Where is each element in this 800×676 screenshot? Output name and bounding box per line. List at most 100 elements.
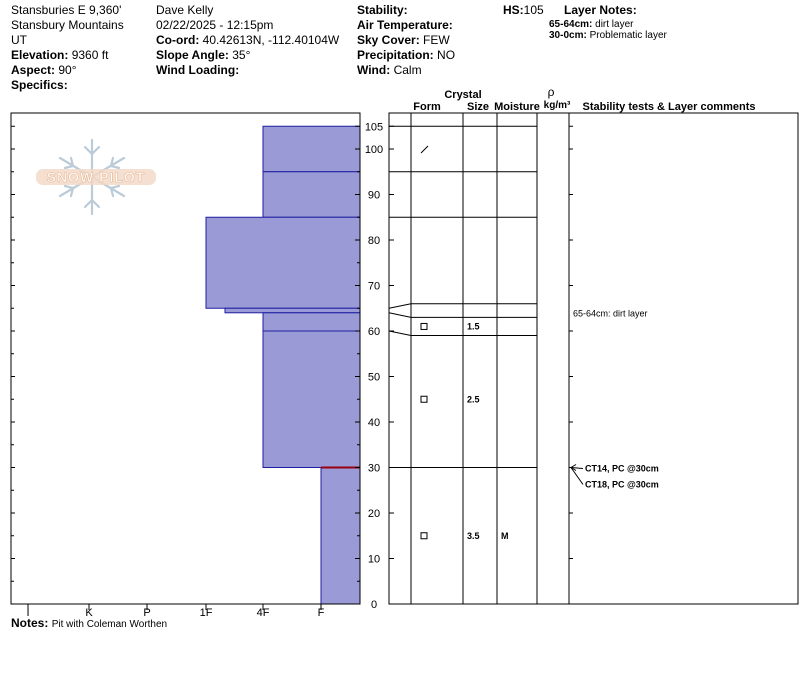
aspect-label: Aspect: <box>11 63 56 77</box>
hardness-label-P: P <box>143 607 150 619</box>
air-temp-label: Air Temperature: <box>357 18 453 32</box>
layer-bar-7 <box>320 467 361 605</box>
stability-test-1: CT14, PC @30cm <box>585 464 659 474</box>
layer-bar-5 <box>262 312 361 332</box>
air-temp-row: Air Temperature: <box>357 18 455 33</box>
crystal-header: Crystal <box>444 89 481 101</box>
wind-loading-row: Wind Loading: <box>156 63 339 78</box>
layer-table: 1.5 2.5 3.5 M 65-64cm: dirt layer CT14, PC @3… <box>388 125 659 541</box>
precip-value: NO <box>437 48 456 62</box>
height-tick-label-30: 30 <box>368 463 380 475</box>
height-tick-label-0: 0 <box>371 599 377 611</box>
plot-frames <box>10 112 799 605</box>
elevation-value: 9360 ft <box>71 48 109 62</box>
hardness-label-K: K <box>85 607 93 619</box>
location: Stansburies E 9,360' <box>11 3 122 17</box>
density-header: kg/m³ <box>544 100 571 111</box>
layer-note-1-range: 65-64cm: <box>549 19 593 30</box>
height-tick-label-105: 105 <box>365 121 383 133</box>
boundary-connector-4 <box>388 303 412 309</box>
layer-bar-3 <box>205 216 361 309</box>
aspect-row: Aspect: 90° <box>11 63 124 78</box>
slope-value: 35° <box>232 48 251 62</box>
mountain-range: Stansbury Mountains <box>11 18 124 32</box>
hs-label: HS: <box>503 3 524 17</box>
stability-test-arrow-2 <box>570 467 584 485</box>
comments-header: Stability tests & Layer comments <box>582 101 755 113</box>
notes-label: Notes: <box>11 616 49 630</box>
faceted-crystal-icon <box>420 532 428 540</box>
header-col-conditions: Stability: Air Temperature: Sky Cover: F… <box>357 3 455 78</box>
precip-row: Precipitation: NO <box>357 48 455 63</box>
arrow-head-icon <box>570 464 577 471</box>
stability-test-arrow-1 <box>570 467 584 469</box>
layer-bar-4 <box>224 307 361 314</box>
coord-label: Co-ord: <box>156 33 200 47</box>
wind-row: Wind: Calm <box>357 63 455 78</box>
logo-text: SNOW PILOT <box>47 169 146 185</box>
aspect-value: 90° <box>58 63 77 77</box>
sky-value: FEW <box>423 33 450 47</box>
snowpilot-logo: SNOW PILOT <box>36 138 156 216</box>
precip-label: Precipitation: <box>357 48 434 62</box>
notes-row: Notes: Pit with Coleman Worthen <box>11 616 167 631</box>
boundary-connector-6 <box>388 330 412 337</box>
stability-test-2: CT18, PC @30cm <box>585 480 659 490</box>
height-tick-label-50: 50 <box>368 372 380 384</box>
crystal-size-3: 2.5 <box>467 394 480 404</box>
boundary-connector-5 <box>388 312 412 318</box>
observer: Dave Kelly <box>156 3 214 17</box>
height-tick-label-60: 60 <box>368 326 380 338</box>
hardness-layers <box>205 125 361 605</box>
height-tick-label-10: 10 <box>368 554 380 566</box>
wind-value: Calm <box>393 63 422 77</box>
axes: 0 10 20 30 40 50 60 70 80 90 100 105 I K P 1F 4F F <box>11 121 573 619</box>
hs-row: HS:105 <box>503 3 544 18</box>
layer-note-2-text: Problematic layer <box>589 30 667 41</box>
height-tick-label-20: 20 <box>368 508 380 520</box>
hardness-label-1F: 1F <box>200 607 213 619</box>
height-tick-label-70: 70 <box>368 281 380 293</box>
slope-label: Slope Angle: <box>156 48 229 62</box>
crystal-size-2: 1.5 <box>467 321 480 331</box>
faceted-crystal-icon <box>420 322 428 330</box>
hs-value: 105 <box>523 3 544 17</box>
precipitation-particles-icon <box>420 145 429 154</box>
coord-value: 40.42613N, -112.40104W <box>202 33 340 47</box>
coord-row: Co-ord: 40.42613N, -112.40104W <box>156 33 339 48</box>
sky-label: Sky Cover: <box>357 33 420 47</box>
layer-note-2: 30-0cm: Problematic layer <box>549 30 667 41</box>
hardness-label-I: I <box>26 607 29 619</box>
specifics-row: Specifics: <box>11 78 124 93</box>
header-col-observer: Dave Kelly 02/22/2025 - 12:15pm Co-ord: … <box>156 3 339 78</box>
specifics-label: Specifics: <box>11 78 68 92</box>
height-tick-label-90: 90 <box>368 190 380 202</box>
height-tick-label-100: 100 <box>365 144 383 156</box>
hardness-label-4F: 4F <box>257 607 270 619</box>
stability-label: Stability: <box>357 3 408 17</box>
elevation-label: Elevation: <box>11 48 69 62</box>
elevation-row: Elevation: 9360 ft <box>11 48 124 63</box>
layer-bar-2 <box>262 171 361 218</box>
faceted-crystal-icon <box>420 395 428 403</box>
form-header: Form <box>413 101 441 113</box>
header-col-location: Stansburies E 9,360' Stansbury Mountains… <box>11 3 124 93</box>
datetime: 02/22/2025 - 12:15pm <box>156 18 274 32</box>
crystal-moisture-4: M <box>501 531 509 541</box>
wind-loading-label: Wind Loading: <box>156 63 240 77</box>
hardness-plot-frame <box>10 112 361 605</box>
size-header: Size <box>467 101 489 113</box>
height-tick-label-80: 80 <box>368 235 380 247</box>
rho-header: ρ <box>548 85 555 99</box>
layer-bar-1 <box>262 125 361 173</box>
state: UT <box>11 33 27 47</box>
notes-text: Pit with Coleman Worthen <box>51 619 168 630</box>
layer-bar-6 <box>262 330 361 468</box>
wind-label: Wind: <box>357 63 391 77</box>
slope-row: Slope Angle: 35° <box>156 48 339 63</box>
sky-row: Sky Cover: FEW <box>357 33 455 48</box>
moisture-header: Moisture <box>494 101 540 113</box>
table-frame <box>388 112 799 605</box>
layer-note-2-range: 30-0cm: <box>549 30 587 41</box>
